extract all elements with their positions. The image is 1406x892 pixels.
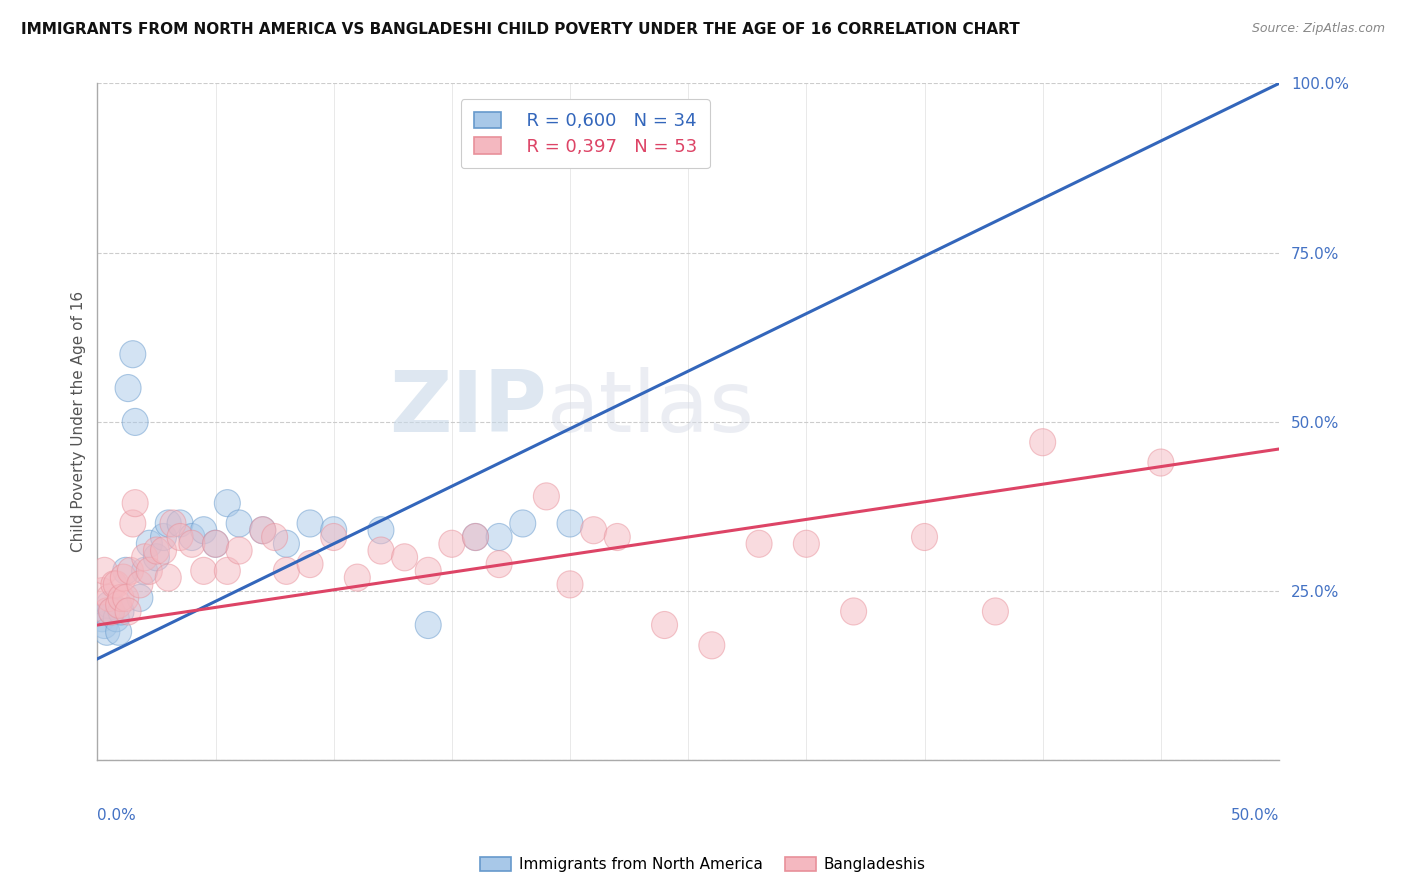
Text: 50.0%: 50.0% (1230, 808, 1279, 822)
Text: Source: ZipAtlas.com: Source: ZipAtlas.com (1251, 22, 1385, 36)
Y-axis label: Child Poverty Under the Age of 16: Child Poverty Under the Age of 16 (72, 292, 86, 552)
Legend: Immigrants from North America, Bangladeshis: Immigrants from North America, Banglades… (472, 849, 934, 880)
Text: 0.0%: 0.0% (97, 808, 136, 822)
Text: atlas: atlas (547, 367, 755, 450)
Text: ZIP: ZIP (388, 367, 547, 450)
Legend:   R = 0,600   N = 34,   R = 0,397   N = 53: R = 0,600 N = 34, R = 0,397 N = 53 (461, 99, 710, 169)
Text: IMMIGRANTS FROM NORTH AMERICA VS BANGLADESHI CHILD POVERTY UNDER THE AGE OF 16 C: IMMIGRANTS FROM NORTH AMERICA VS BANGLAD… (21, 22, 1019, 37)
